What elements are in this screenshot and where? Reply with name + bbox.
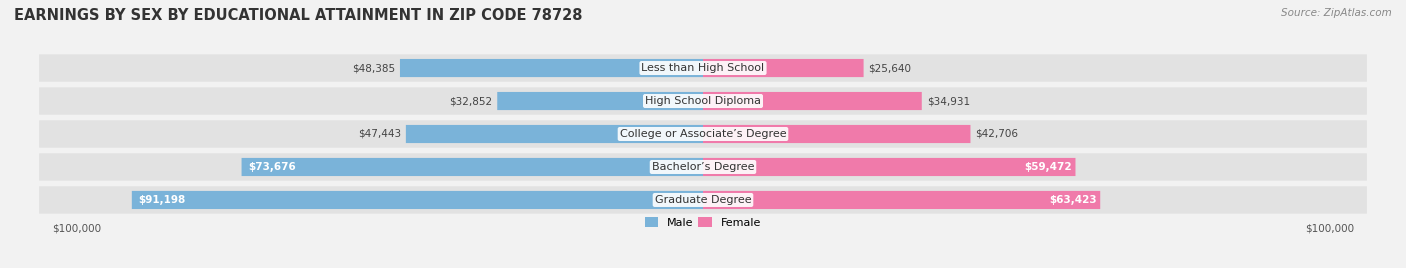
Legend: Male, Female: Male, Female [645,217,761,228]
FancyBboxPatch shape [39,120,1367,148]
FancyBboxPatch shape [132,191,703,209]
Text: $32,852: $32,852 [449,96,492,106]
Text: Bachelor’s Degree: Bachelor’s Degree [652,162,754,172]
Text: College or Associate’s Degree: College or Associate’s Degree [620,129,786,139]
FancyBboxPatch shape [703,191,1101,209]
FancyBboxPatch shape [703,59,863,77]
Text: Source: ZipAtlas.com: Source: ZipAtlas.com [1281,8,1392,18]
FancyBboxPatch shape [39,87,1367,115]
Text: High School Diploma: High School Diploma [645,96,761,106]
FancyBboxPatch shape [703,158,1076,176]
FancyBboxPatch shape [242,158,703,176]
Text: $73,676: $73,676 [247,162,295,172]
FancyBboxPatch shape [498,92,703,110]
Text: $91,198: $91,198 [138,195,186,205]
Text: $59,472: $59,472 [1025,162,1073,172]
Text: $47,443: $47,443 [357,129,401,139]
Text: $48,385: $48,385 [352,63,395,73]
FancyBboxPatch shape [39,186,1367,214]
Text: Less than High School: Less than High School [641,63,765,73]
Text: $25,640: $25,640 [869,63,911,73]
FancyBboxPatch shape [39,54,1367,82]
FancyBboxPatch shape [406,125,703,143]
FancyBboxPatch shape [703,125,970,143]
FancyBboxPatch shape [399,59,703,77]
Text: $42,706: $42,706 [976,129,1018,139]
Text: EARNINGS BY SEX BY EDUCATIONAL ATTAINMENT IN ZIP CODE 78728: EARNINGS BY SEX BY EDUCATIONAL ATTAINMEN… [14,8,582,23]
Text: Graduate Degree: Graduate Degree [655,195,751,205]
Text: $34,931: $34,931 [927,96,970,106]
Text: $63,423: $63,423 [1049,195,1097,205]
FancyBboxPatch shape [703,92,922,110]
FancyBboxPatch shape [39,153,1367,181]
